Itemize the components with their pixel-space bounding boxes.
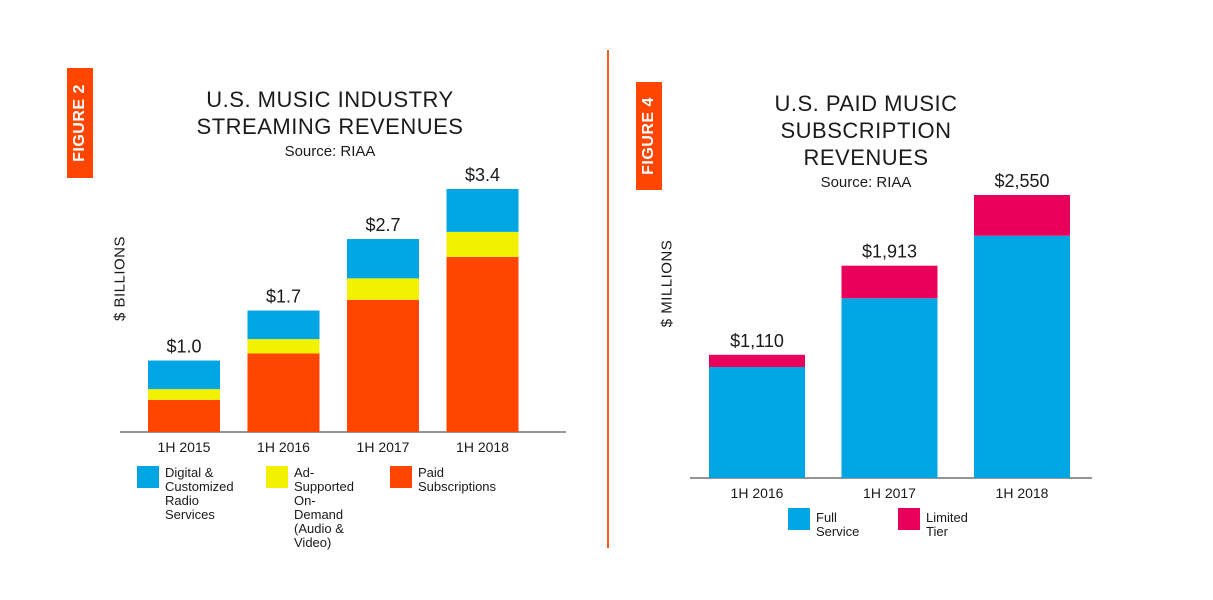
- right-total-label-1: $1,913: [862, 242, 917, 262]
- left-bar-0-series-1: [148, 389, 220, 400]
- left-bar-2-series-1: [347, 278, 419, 300]
- right-tick-label-0: 1H 2016: [731, 485, 784, 501]
- left-chart-source: Source: RIAA: [284, 143, 376, 160]
- left-bar-1-series-1: [247, 339, 320, 354]
- right-total-label-0: $1,110: [730, 331, 784, 351]
- right-bar-1-series-1: [841, 265, 938, 299]
- left-bar-0-series-0: [148, 399, 220, 432]
- right-bar-1-series-0: [841, 298, 938, 478]
- legend-swatch-full-service: [788, 508, 810, 530]
- right-title-line2: SUBSCRIPTION REVENUES: [780, 118, 952, 170]
- left-total-label-0: $1.0: [166, 337, 201, 357]
- left-tick-label-3: 1H 2018: [456, 439, 509, 455]
- left-chart-panel: FIGURE 2 U.S. MUSIC INDUSTRY STREAMING R…: [0, 0, 600, 600]
- right-bar-2-series-0: [974, 235, 1070, 478]
- right-bar-0-series-1: [709, 354, 805, 368]
- right-chart-source: Source: RIAA: [820, 174, 912, 191]
- left-bar-2-series-0: [347, 299, 419, 432]
- legend-swatch-limited-tier: [898, 508, 920, 530]
- legend-item-full-service: Full Service: [788, 508, 859, 539]
- left-bar-chart: $1.0 1H 2015 $1.7 1H 2016 $2.7 1H 2017 $3.4 1H …: [120, 165, 566, 455]
- legend-swatch-digital-radio: [137, 466, 159, 488]
- left-bar-1-series-2: [247, 310, 320, 340]
- panel-divider: [607, 50, 609, 548]
- left-title-line2: STREAMING REVENUES: [196, 114, 464, 139]
- left-tick-label-2: 1H 2017: [357, 439, 410, 455]
- left-chart-title: U.S. MUSIC INDUSTRY STREAMING REVENUES S…: [160, 86, 500, 162]
- legend-label-full-service: Full Service: [816, 510, 860, 539]
- legend-item-digital-radio: Digital & Customized Radio Services: [137, 466, 234, 522]
- legend-item-limited-tier: Limited Tier: [898, 508, 968, 539]
- right-tick-label-1: 1H 2017: [863, 485, 916, 501]
- right-chart-panel: FIGURE 4 U.S. PAID MUSIC SUBSCRIPTION RE…: [612, 0, 1213, 600]
- left-bar-2-series-2: [347, 239, 419, 279]
- left-tick-label-0: 1H 2015: [158, 439, 211, 455]
- legend-label-paid-subscriptions: Paid Subscriptions: [418, 465, 497, 494]
- legend-item-ad-supported: Ad-Supported On-Demand (Audio & Video): [266, 466, 354, 550]
- right-bar-chart: $1,110 1H 2016 $1,913 1H 2017 $2,550 1H 2018: [690, 171, 1092, 501]
- right-tick-label-2: 1H 2018: [996, 485, 1049, 501]
- right-chart-title: U.S. PAID MUSIC SUBSCRIPTION REVENUES So…: [716, 90, 1016, 193]
- figure-tab-right: FIGURE 4: [636, 82, 662, 190]
- left-total-label-1: $1.7: [266, 287, 301, 307]
- legend-label-digital-radio: Digital & Customized Radio Services: [165, 465, 234, 522]
- right-title-line1: U.S. PAID MUSIC: [774, 91, 958, 116]
- legend-swatch-paid-subscriptions: [390, 466, 412, 488]
- right-bar-0-series-0: [709, 367, 805, 478]
- right-total-label-2: $2,550: [994, 171, 1049, 191]
- left-bar-3-series-2: [446, 189, 519, 232]
- legend-item-paid-subscriptions: Paid Subscriptions: [390, 466, 496, 494]
- left-total-label-3: $3.4: [465, 165, 500, 185]
- legend-swatch-ad-supported: [266, 466, 288, 488]
- legend-label-limited-tier: Limited Tier: [926, 510, 968, 539]
- figure-tab-left: FIGURE 2: [67, 68, 93, 178]
- left-total-label-2: $2.7: [365, 215, 400, 235]
- left-bar-3-series-1: [446, 231, 519, 257]
- legend-label-ad-supported: Ad-Supported On-Demand (Audio & Video): [294, 465, 354, 550]
- left-title-line1: U.S. MUSIC INDUSTRY: [206, 87, 454, 112]
- right-bar-2-series-1: [974, 195, 1070, 236]
- left-bar-3-series-0: [446, 256, 519, 432]
- left-tick-label-1: 1H 2016: [257, 439, 310, 455]
- left-bar-0-series-2: [148, 360, 220, 390]
- left-bar-1-series-0: [247, 353, 320, 432]
